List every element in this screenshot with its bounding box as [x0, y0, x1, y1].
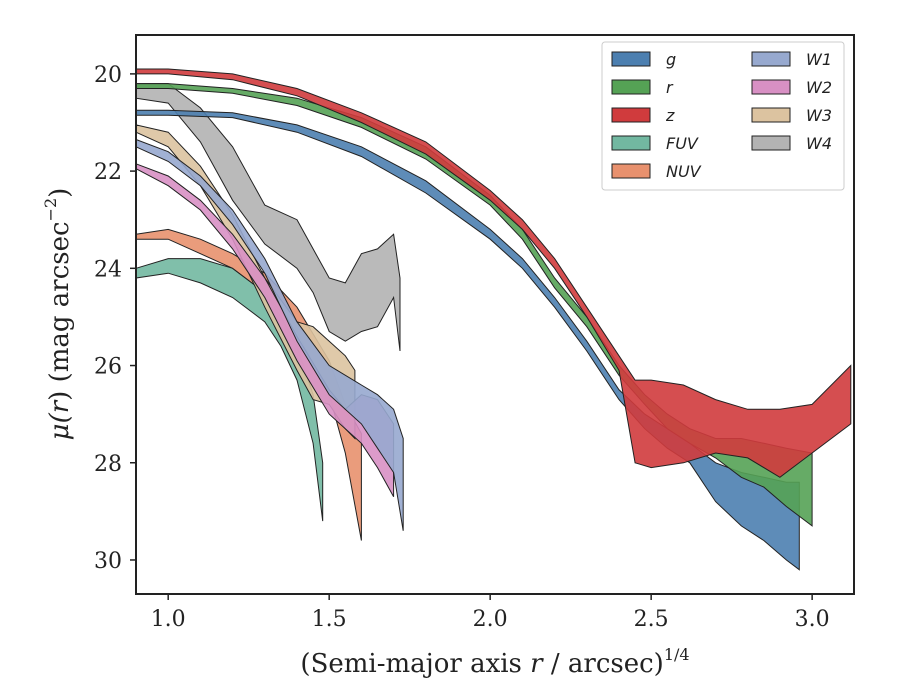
x-axis: 1.0 1.5 2.0 2.5 3.0	[151, 594, 830, 632]
legend-label-w3: W3	[806, 106, 832, 125]
legend-swatch-w4	[751, 135, 791, 151]
x-axis-label: (Semi-major axis r / arcsec)1/4	[300, 645, 689, 679]
series-band-w2	[135, 163, 395, 498]
x-axis-label-mid: / arcsec)	[543, 649, 664, 679]
y-axis-label-sup: −2	[41, 198, 60, 222]
legend-swatch-nuv	[611, 163, 651, 179]
y-axis-label-main: μ(	[45, 412, 75, 440]
plot-frame	[135, 34, 855, 595]
series-band-w4	[135, 83, 401, 352]
x-axis-label-sup: 1/4	[664, 645, 690, 664]
y-axis: 20 22 24 26 28 30	[94, 63, 136, 574]
x-tick-label: 1.0	[151, 607, 186, 632]
series-band-z	[135, 68, 852, 478]
y-tick-label: 26	[94, 355, 122, 380]
legend-label-w1: W1	[806, 50, 832, 69]
y-axis-label: μ(r) (mag arcsec−2)	[41, 188, 75, 441]
legend-label-r: r	[666, 78, 674, 97]
legend-label-g: g	[666, 50, 676, 69]
y-axis-label-mid: ) (mag arcsec	[45, 221, 75, 400]
y-tick-label: 20	[94, 63, 122, 88]
series-band-g	[135, 109, 800, 571]
x-tick-label: 2.5	[634, 607, 669, 632]
legend-label-w4: W4	[806, 134, 832, 153]
series-band-w1	[135, 138, 404, 531]
y-tick-label: 22	[94, 160, 122, 185]
x-tick-label: 3.0	[795, 607, 830, 632]
x-axis-label-main: (Semi-major axis	[300, 649, 530, 679]
legend-swatch-w3	[751, 107, 791, 123]
legend-label-w2: W2	[806, 78, 832, 97]
legend-swatch-z	[611, 107, 651, 123]
legend-label-z: z	[665, 106, 675, 125]
y-tick-label: 24	[94, 257, 122, 282]
legend-swatch-w2	[751, 79, 791, 95]
legend-swatch-r	[611, 79, 651, 95]
legend-label-fuv: FUV	[666, 134, 699, 153]
legend-label-nuv: NUV	[666, 162, 702, 181]
y-axis-label-var: r	[45, 399, 75, 413]
legend-box	[601, 41, 845, 191]
x-tick-label: 1.5	[312, 607, 347, 632]
y-axis-label-end: )	[45, 188, 75, 198]
y-tick-label: 28	[94, 452, 122, 477]
x-tick-label: 2.0	[473, 607, 508, 632]
series-band-nuv	[135, 228, 362, 541]
legend: grz FUV NUV W1 W2 W3 W4	[601, 41, 845, 191]
legend-swatch-fuv	[611, 135, 651, 151]
x-axis-label-var: r	[530, 649, 544, 679]
series-band-fuv	[135, 258, 324, 522]
plot-areas	[135, 68, 852, 571]
legend-swatch-g	[611, 51, 651, 67]
legend-swatch-w1	[751, 51, 791, 67]
y-tick-label: 30	[94, 549, 122, 574]
